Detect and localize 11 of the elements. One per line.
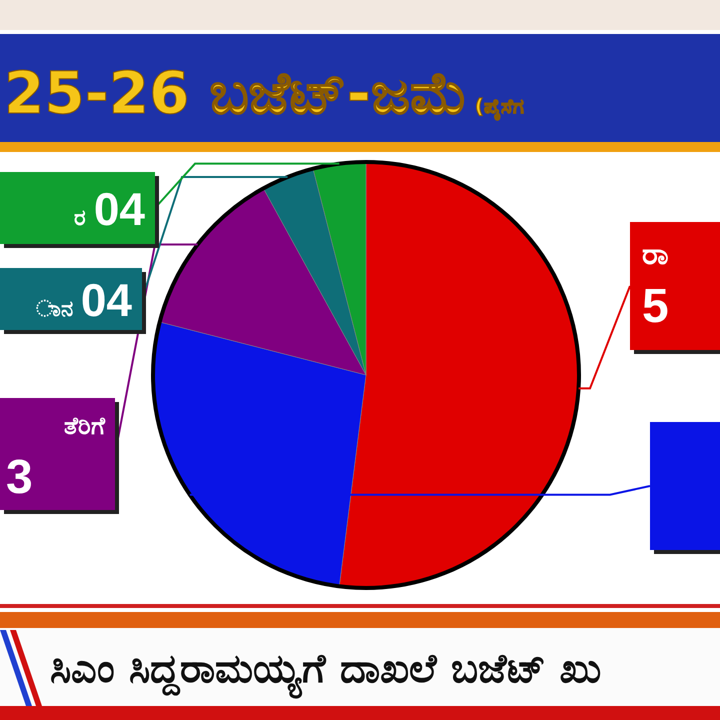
slice-label: ರಾ bbox=[642, 237, 669, 272]
text: 5 bbox=[642, 280, 669, 333]
text: ಸಿಎಂ ಸಿದ್ದರಾಮಯ್ಯಗೆ ದಾಖಲೆ ಬಜೆಟ್ ಖು bbox=[50, 646, 602, 699]
chart-title: 25-26 ಬಜೆಟ್-ಜಮೆ bbox=[4, 59, 467, 127]
slice-label: ರ bbox=[74, 206, 94, 231]
slice-label: ತೆರಿಗೆ bbox=[64, 412, 106, 440]
text: 3 bbox=[6, 451, 33, 504]
chart-subtitle: (ಪೈಸೆಗ bbox=[474, 94, 524, 121]
data-label: 04 bbox=[80, 274, 132, 326]
data-label: 04 bbox=[94, 183, 146, 235]
slice-label: ಾನ bbox=[36, 297, 81, 322]
